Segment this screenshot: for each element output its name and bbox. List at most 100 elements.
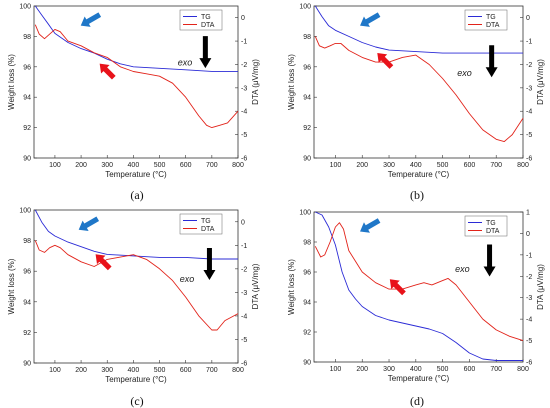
y-tick-label: 96 xyxy=(23,64,31,71)
y-tick-label: 98 xyxy=(23,238,31,245)
y-tick-label: 90 xyxy=(303,156,311,163)
y-axis-label: Weight loss (%) xyxy=(7,54,16,110)
blue-arrow-icon xyxy=(360,218,381,233)
y2-tick-label: -6 xyxy=(526,360,532,367)
x-tick-label: 300 xyxy=(101,367,113,374)
exo-annotation: exo xyxy=(180,274,195,284)
y2-tick-label: -1 xyxy=(241,243,247,250)
y2-tick-label: -3 xyxy=(526,85,532,92)
series-line-dta xyxy=(34,240,239,331)
plot-frame xyxy=(33,5,239,159)
y-tick-label: 98 xyxy=(303,240,311,247)
blue-arrow-icon xyxy=(78,216,100,231)
legend-label-dta: DTA xyxy=(201,22,215,29)
x-tick-label: 800 xyxy=(232,162,244,169)
y-tick-label: 98 xyxy=(303,34,311,41)
y-tick-label: 94 xyxy=(23,299,31,306)
y-tick-label: 90 xyxy=(303,360,311,367)
y-axis-label: Weight loss (%) xyxy=(7,258,16,314)
y-tick-label: 94 xyxy=(23,95,31,102)
exo-annotation: exo xyxy=(457,68,472,78)
chart-panel-1: 100 200 300 400 500 600 700 800 90 92 94 96 98 100 0 -1… xyxy=(7,4,260,203)
y2-tick-label: -3 xyxy=(241,290,247,297)
panel-label: (d) xyxy=(410,394,424,408)
legend-label-dta: DTA xyxy=(486,228,500,235)
y2-tick-label: -6 xyxy=(526,156,532,163)
legend-label-tg: TG xyxy=(486,220,496,227)
y2-tick-label: -6 xyxy=(241,156,247,163)
red-arrow-icon xyxy=(95,254,112,271)
y-tick-label: 92 xyxy=(303,125,311,132)
y-tick-label: 92 xyxy=(303,330,311,337)
legend-label-tg: TG xyxy=(486,14,496,21)
x-tick-label: 800 xyxy=(517,366,529,373)
y2-tick-label: -4 xyxy=(241,313,247,320)
blue-arrow-icon xyxy=(360,12,381,27)
y-tick-label: 96 xyxy=(23,269,31,276)
legend-label-dta: DTA xyxy=(486,22,500,29)
y-tick-label: 100 xyxy=(299,210,311,217)
panel-label: (b) xyxy=(410,188,424,202)
y2-tick-label: 0 xyxy=(526,231,530,238)
black-down-arrow-icon xyxy=(485,45,498,78)
x-tick-label: 600 xyxy=(180,162,192,169)
series-line-tg xyxy=(315,211,523,361)
x-tick-label: 600 xyxy=(464,366,476,373)
x-tick-label: 500 xyxy=(437,366,449,373)
y-tick-label: 94 xyxy=(303,300,311,307)
y2-axis-label: DTA (μV/mg) xyxy=(251,263,260,309)
y2-tick-label: -2 xyxy=(526,274,532,281)
y-tick-label: 98 xyxy=(23,34,31,41)
y2-tick-label: -4 xyxy=(241,109,247,116)
y2-tick-label: -2 xyxy=(241,266,247,273)
y2-tick-label: -4 xyxy=(526,317,532,324)
x-tick-label: 100 xyxy=(49,162,61,169)
x-tick-label: 800 xyxy=(517,162,529,169)
y2-tick-label: 1 xyxy=(526,210,530,217)
x-tick-label: 700 xyxy=(490,162,502,169)
y2-axis-label: DTA (μV/mg) xyxy=(536,59,545,105)
x-tick-label: 500 xyxy=(437,162,449,169)
y2-tick-label: -1 xyxy=(241,39,247,46)
y2-tick-label: -5 xyxy=(526,132,532,139)
y-tick-label: 92 xyxy=(23,330,31,337)
series-line-dta xyxy=(314,222,524,342)
x-tick-label: 500 xyxy=(154,367,166,374)
black-down-arrow-icon xyxy=(483,244,496,277)
x-tick-label: 400 xyxy=(410,366,422,373)
series-line-tg xyxy=(314,5,523,54)
black-down-arrow-icon xyxy=(203,248,216,281)
x-tick-label: 800 xyxy=(232,367,244,374)
exo-annotation: exo xyxy=(455,264,470,274)
x-tick-label: 700 xyxy=(206,162,218,169)
x-tick-label: 400 xyxy=(410,162,422,169)
x-tick-label: 300 xyxy=(383,366,395,373)
y-tick-label: 96 xyxy=(303,270,311,277)
plot-frame xyxy=(313,211,524,363)
chart-panel-3: 100 200 300 400 500 600 700 800 90 92 94 96 98 100 0 -1… xyxy=(7,208,260,408)
legend-label-tg: TG xyxy=(201,218,211,225)
series-line-tg xyxy=(34,209,238,260)
y2-tick-label: -4 xyxy=(526,109,532,116)
y2-tick-label: 0 xyxy=(241,219,245,226)
y-tick-label: 100 xyxy=(299,4,311,11)
x-tick-label: 100 xyxy=(330,366,342,373)
chart-panel-2: 100 200 300 400 500 600 700 800 90 92 94 96 98 100 0 -1… xyxy=(287,4,545,203)
y2-tick-label: -5 xyxy=(241,132,247,139)
x-tick-label: 600 xyxy=(464,162,476,169)
blue-arrow-icon xyxy=(80,12,102,27)
panel-label: (c) xyxy=(130,394,143,408)
x-tick-label: 200 xyxy=(75,367,87,374)
y-axis-label: Weight loss (%) xyxy=(287,54,296,110)
exo-annotation: exo xyxy=(178,57,193,67)
y2-tick-label: -3 xyxy=(241,85,247,92)
panel-label: (a) xyxy=(130,188,143,202)
y2-tick-label: -1 xyxy=(526,252,532,259)
y2-axis-label: DTA (μV/mg) xyxy=(536,264,545,310)
x-tick-label: 600 xyxy=(180,367,192,374)
legend-label-dta: DTA xyxy=(201,226,215,233)
